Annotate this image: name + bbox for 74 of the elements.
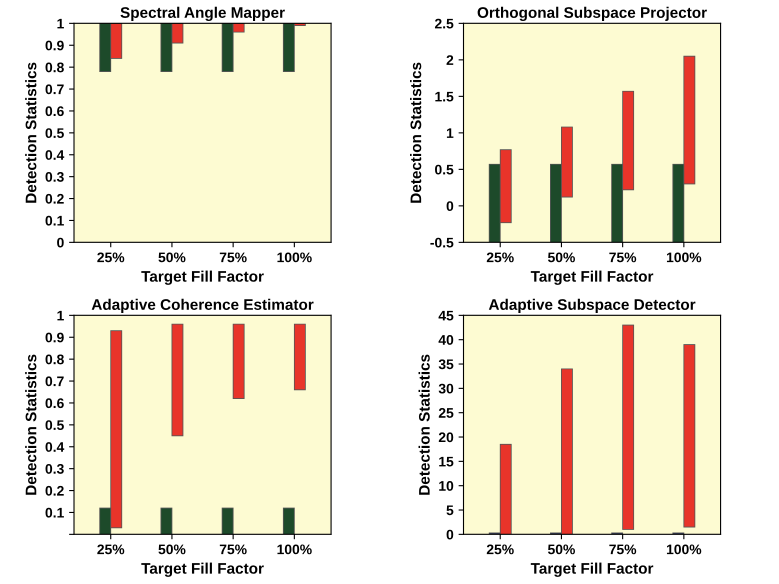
y-tick-label: 0.8 bbox=[46, 62, 64, 72]
chart-title: Adaptive Subspace Detector bbox=[488, 298, 696, 313]
y-tick-label: 0.7 bbox=[46, 376, 64, 386]
x-axis-title: Target Fill Factor bbox=[530, 562, 654, 577]
bar bbox=[282, 508, 295, 534]
y-tick-label: 1 bbox=[57, 18, 64, 28]
y-axis-title: Detection Statistics bbox=[25, 62, 36, 203]
x-tick-label: 75% bbox=[220, 544, 247, 554]
chart-title: Spectral Angle Mapper bbox=[120, 6, 285, 22]
x-tick-label: 50% bbox=[158, 544, 186, 554]
y-tick-label: 1 bbox=[446, 128, 454, 138]
bar bbox=[172, 324, 184, 436]
x-axis-title: Target Fill Factor bbox=[530, 270, 654, 285]
x-tick-label: 75% bbox=[220, 252, 247, 262]
x-axis-title: Target Fill Factor bbox=[141, 562, 264, 577]
y-tick-label: 0.5 bbox=[46, 128, 64, 138]
x-tick-label: 100% bbox=[277, 544, 312, 554]
x-tick-label: 25% bbox=[97, 544, 124, 554]
x-tick-label: 75% bbox=[609, 544, 636, 554]
y-tick-label: 0.4 bbox=[46, 150, 64, 160]
y-tick-label: 0.5 bbox=[435, 164, 454, 175]
y-tick-label: -0.5 bbox=[430, 238, 454, 248]
bar bbox=[160, 508, 172, 534]
y-tick-label: 0.8 bbox=[46, 354, 64, 364]
x-tick-label: 50% bbox=[548, 252, 575, 262]
bar bbox=[232, 324, 245, 399]
y-axis-title: Detection Statistics bbox=[25, 354, 36, 495]
y-tick-label: 2.5 bbox=[434, 18, 454, 29]
y-tick-label: 0.3 bbox=[46, 464, 64, 474]
y-tick-label: 0.6 bbox=[46, 106, 64, 116]
y-tick-label: 0 bbox=[57, 238, 64, 248]
y-tick-label: 45 bbox=[438, 310, 454, 321]
y-tick-label: 20 bbox=[438, 432, 454, 442]
y-tick-label: 5 bbox=[446, 506, 454, 516]
y-tick-label: 0.2 bbox=[46, 194, 64, 204]
x-tick-label: 25% bbox=[486, 252, 514, 262]
y-tick-label: 0.5 bbox=[46, 420, 64, 430]
x-tick-label: 50% bbox=[158, 252, 186, 262]
x-tick-label: 100% bbox=[666, 252, 702, 262]
y-tick-label: 25 bbox=[438, 408, 454, 418]
y-tick-label: 1.5 bbox=[435, 92, 454, 102]
y-tick-label: 0 bbox=[446, 530, 454, 540]
x-axis-title: Target Fill Factor bbox=[141, 270, 264, 285]
chart-title: Orthogonal Subspace Projector bbox=[478, 6, 707, 22]
y-tick-label: 0.7 bbox=[46, 84, 64, 94]
y-tick-label: 0.1 bbox=[46, 508, 64, 518]
bar bbox=[683, 344, 696, 528]
y-tick-label: 30 bbox=[438, 384, 454, 394]
y-tick-label: 0.6 bbox=[46, 398, 64, 408]
bar bbox=[294, 324, 306, 390]
x-tick-label: 25% bbox=[486, 544, 514, 554]
bar bbox=[622, 324, 634, 530]
y-tick-label: 0.2 bbox=[46, 486, 64, 496]
x-tick-label: 75% bbox=[609, 252, 636, 262]
y-tick-label: 1 bbox=[57, 310, 64, 320]
y-tick-label: 35 bbox=[438, 359, 454, 370]
chart-title: Adaptive Coherence Estimator bbox=[92, 298, 314, 313]
y-axis-title: Detection Statistics bbox=[410, 62, 422, 203]
y-tick-label: 2 bbox=[446, 55, 454, 65]
y-tick-label: 10 bbox=[439, 481, 454, 491]
y-tick-label: 0 bbox=[446, 201, 454, 212]
x-tick-label: 100% bbox=[666, 544, 702, 554]
y-tick-label: 0.1 bbox=[46, 216, 64, 226]
y-axis-title: Detection Statistics bbox=[418, 354, 430, 495]
bar bbox=[222, 508, 234, 534]
y-tick-label: 40 bbox=[438, 335, 454, 345]
y-tick-label: 15 bbox=[439, 456, 454, 467]
y-tick-label: 0.4 bbox=[46, 442, 64, 452]
x-tick-label: 100% bbox=[277, 252, 312, 262]
y-tick-label: 0.3 bbox=[46, 172, 64, 182]
y-tick-label: 0.9 bbox=[46, 40, 64, 50]
y-tick-label: 0.9 bbox=[46, 332, 64, 342]
x-tick-label: 50% bbox=[548, 544, 575, 554]
x-tick-label: 25% bbox=[97, 252, 124, 262]
